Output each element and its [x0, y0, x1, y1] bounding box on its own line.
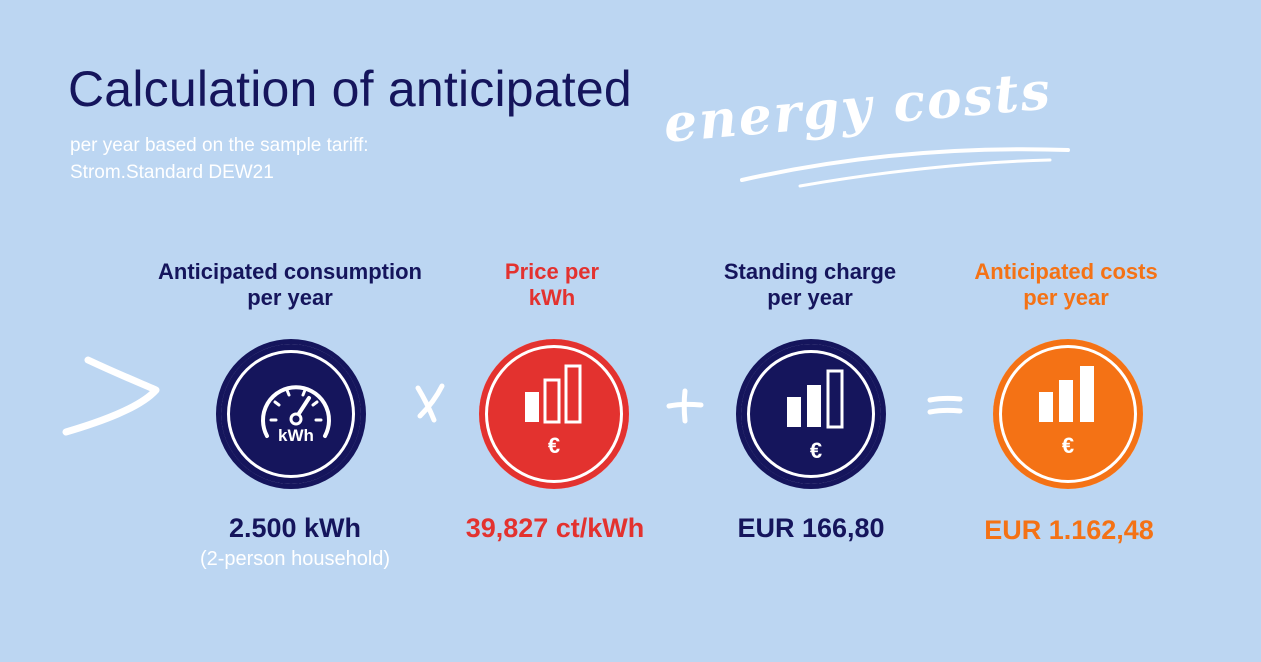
price-value: 39,827 ct/kWh: [465, 513, 645, 543]
speedometer-icon: [261, 385, 331, 438]
plus-icon: [666, 388, 704, 424]
label-price-line2: kWh: [528, 285, 576, 310]
anticipated-costs-value: EUR 1.162,48: [984, 515, 1154, 545]
label-standing-charge: Standing charge per year: [680, 259, 940, 311]
subtitle-line-1: per year based on the sample tariff:: [70, 135, 369, 156]
euro-icon: €: [809, 438, 823, 463]
multiply-icon: [415, 383, 445, 423]
standing-charge-value: EUR 166,80: [737, 513, 885, 543]
label-price-line1: Price per: [504, 259, 600, 284]
chevron-arrow-icon: [62, 356, 160, 436]
subtitle-line-2: Strom.Standard DEW21: [70, 162, 274, 183]
label-consumption-line1: Anticipated consumption: [158, 259, 422, 284]
bar-chart-icon: [787, 369, 844, 429]
standing-charge-circle: €: [736, 339, 886, 489]
bar-chart-icon: [525, 364, 582, 424]
label-standing-line1: Standing charge: [723, 259, 897, 284]
label-consumption: Anticipated consumption per year: [120, 259, 460, 311]
household-note: (2-person household): [199, 548, 391, 570]
label-costs-line1: Anticipated costs: [974, 259, 1158, 284]
label-price: Price per kWh: [470, 259, 634, 311]
script-title: energy costs: [650, 60, 1080, 198]
subtitle: per year based on the sample tariff: Str…: [70, 132, 369, 186]
euro-icon: €: [1061, 433, 1075, 458]
price-circle: €: [479, 339, 629, 489]
consumption-value: 2.500 kWh: [228, 513, 362, 543]
page-title: Calculation of anticipated: [68, 61, 632, 117]
euro-icon: €: [547, 433, 561, 458]
anticipated-costs-circle: €: [993, 339, 1143, 489]
label-costs-line2: per year: [1023, 285, 1109, 310]
label-consumption-line2: per year: [247, 285, 333, 310]
equals-icon: [927, 395, 963, 415]
label-standing-line2: per year: [767, 285, 853, 310]
speedometer-circle: kWh: [216, 339, 366, 489]
underline-scribble-icon: [740, 147, 1070, 188]
kwh-icon-label: kWh: [278, 426, 314, 445]
label-anticipated-costs: Anticipated costs per year: [930, 259, 1202, 311]
bar-chart-icon: [1039, 366, 1094, 422]
